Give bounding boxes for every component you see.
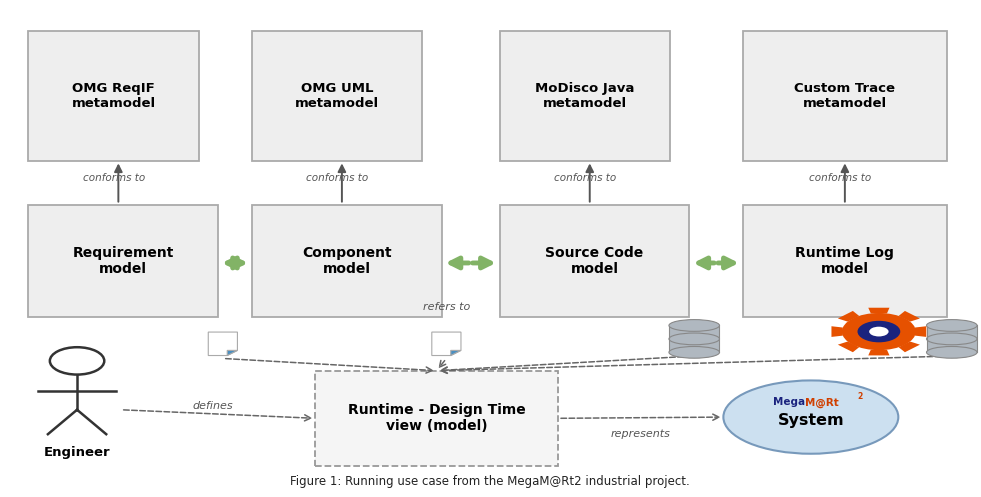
FancyBboxPatch shape [743,205,947,317]
FancyBboxPatch shape [28,205,218,317]
Text: defines: defines [193,401,233,411]
Text: conforms to: conforms to [306,172,369,182]
Text: Source Code
model: Source Code model [545,246,644,276]
Polygon shape [868,308,890,314]
Polygon shape [838,311,859,322]
Text: Custom Trace
metamodel: Custom Trace metamodel [795,82,896,110]
Text: Mega: Mega [773,398,805,408]
Text: Requirement
model: Requirement model [73,246,174,276]
Text: OMG UML
metamodel: OMG UML metamodel [295,82,379,110]
Circle shape [842,313,916,350]
Circle shape [869,327,889,336]
Text: 2: 2 [857,392,862,401]
Text: Figure 1: Running use case from the MegaM@Rt2 industrial project.: Figure 1: Running use case from the Mega… [290,475,690,488]
Text: Runtime Log
model: Runtime Log model [796,246,895,276]
Text: MoDisco Java
metamodel: MoDisco Java metamodel [536,82,635,110]
FancyBboxPatch shape [743,31,947,161]
FancyBboxPatch shape [669,326,719,352]
Polygon shape [208,332,237,355]
Text: Runtime - Design Time
view (model): Runtime - Design Time view (model) [348,403,526,433]
Ellipse shape [669,320,719,331]
Circle shape [857,321,901,342]
Text: conforms to: conforms to [554,172,616,182]
Polygon shape [832,326,843,337]
Polygon shape [868,350,890,355]
Polygon shape [915,326,926,337]
Ellipse shape [926,320,977,331]
Text: Engineer: Engineer [44,446,111,459]
Text: conforms to: conforms to [809,172,871,182]
Text: represents: represents [611,429,671,439]
FancyBboxPatch shape [28,31,198,161]
Polygon shape [899,341,920,352]
FancyBboxPatch shape [500,31,670,161]
FancyBboxPatch shape [315,371,558,466]
Text: Component
model: Component model [302,246,391,276]
Polygon shape [228,350,237,355]
FancyBboxPatch shape [252,205,441,317]
Polygon shape [450,350,461,355]
Text: System: System [778,414,845,428]
Text: M@Rt: M@Rt [805,397,839,408]
Ellipse shape [926,346,977,358]
Text: conforms to: conforms to [82,172,145,182]
Ellipse shape [723,380,899,454]
Text: refers to: refers to [423,302,470,312]
Polygon shape [899,311,920,322]
Ellipse shape [669,346,719,358]
Polygon shape [432,332,461,355]
FancyBboxPatch shape [500,205,690,317]
Text: OMG ReqIF
metamodel: OMG ReqIF metamodel [72,82,156,110]
FancyBboxPatch shape [926,326,977,352]
FancyBboxPatch shape [252,31,422,161]
Polygon shape [838,341,859,352]
